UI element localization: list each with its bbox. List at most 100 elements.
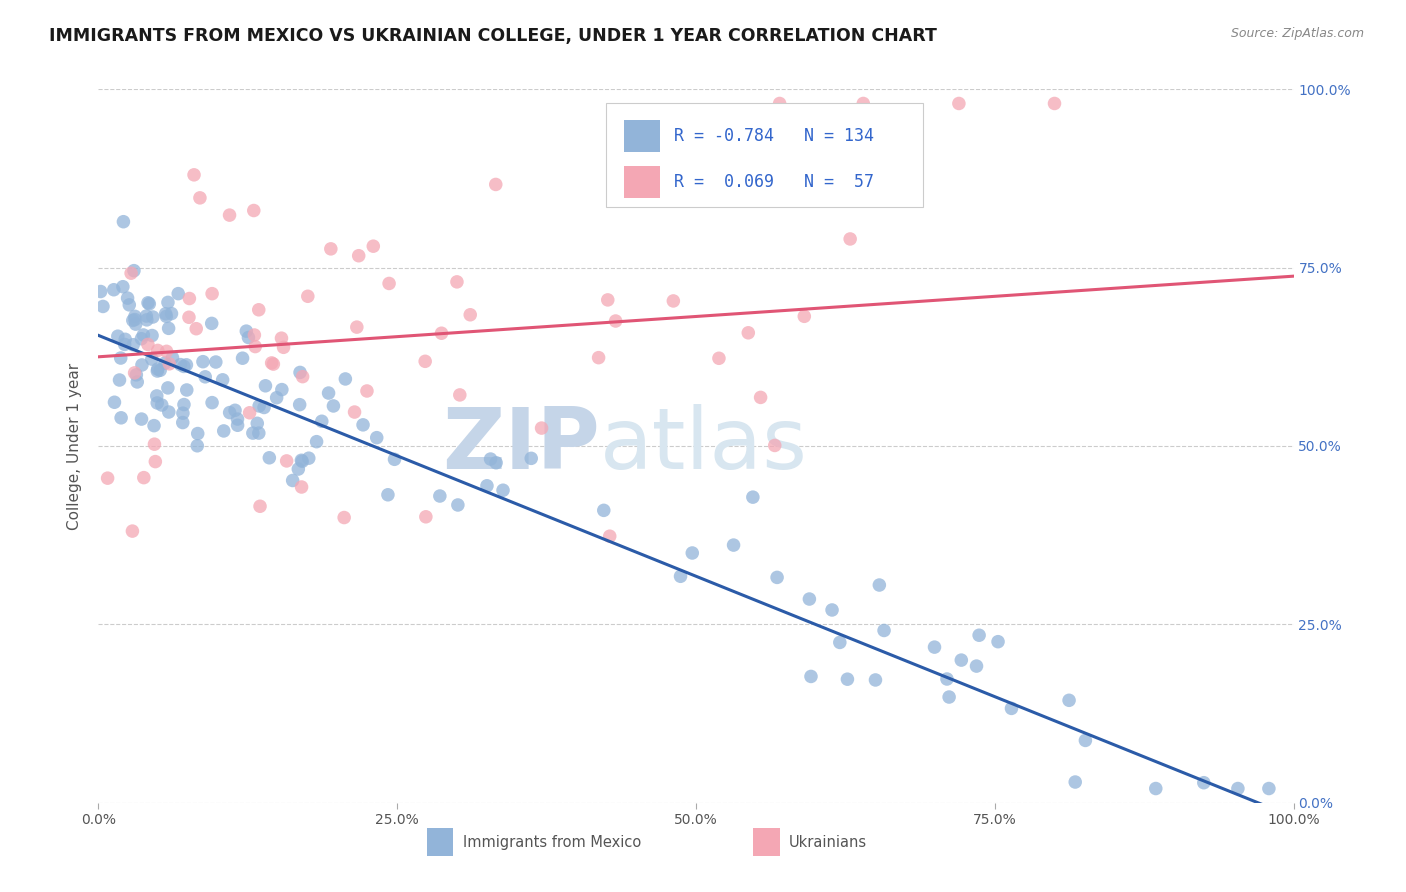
Point — [124, 310, 146, 324]
Point — [290, 453, 312, 467]
Point — [987, 634, 1010, 648]
FancyBboxPatch shape — [606, 103, 922, 207]
Point — [172, 416, 194, 430]
Point — [967, 628, 990, 642]
Point — [319, 242, 342, 256]
Point — [749, 391, 772, 405]
Point — [127, 375, 149, 389]
Point — [157, 405, 180, 419]
Point — [246, 417, 269, 431]
Point — [253, 401, 276, 415]
Point — [259, 450, 281, 465]
Point — [273, 340, 295, 354]
Point — [683, 191, 706, 205]
Point — [377, 488, 399, 502]
Point — [162, 351, 184, 365]
Text: R =  0.069   N =  57: R = 0.069 N = 57 — [675, 173, 875, 191]
Point — [276, 454, 298, 468]
Point — [378, 277, 401, 291]
Point — [146, 364, 169, 378]
Point — [1064, 775, 1087, 789]
Point — [686, 131, 709, 145]
Point — [114, 337, 136, 351]
Point — [723, 538, 745, 552]
Point — [291, 369, 314, 384]
Point — [110, 410, 132, 425]
Point — [799, 592, 821, 607]
Point — [112, 215, 135, 229]
Point — [131, 332, 153, 346]
Text: R = -0.784   N = 134: R = -0.784 N = 134 — [675, 127, 875, 145]
Point — [384, 452, 406, 467]
Point — [226, 412, 249, 426]
Point — [131, 412, 153, 426]
Point — [153, 356, 176, 370]
Point — [347, 249, 370, 263]
FancyBboxPatch shape — [624, 120, 661, 152]
Point — [662, 293, 685, 308]
Point — [232, 351, 254, 366]
FancyBboxPatch shape — [624, 166, 661, 198]
Point — [245, 340, 267, 354]
FancyBboxPatch shape — [754, 828, 780, 856]
Point — [188, 191, 211, 205]
Point — [132, 470, 155, 484]
Point — [121, 313, 143, 327]
Point — [865, 673, 887, 687]
Point — [235, 324, 257, 338]
Point — [599, 529, 621, 543]
Point — [108, 373, 131, 387]
Point — [136, 337, 159, 351]
Point — [146, 389, 169, 403]
Point — [766, 570, 789, 584]
Point — [155, 307, 177, 321]
Point — [1000, 701, 1022, 715]
Point — [243, 203, 266, 218]
Point — [160, 307, 183, 321]
Point — [111, 279, 134, 293]
Point — [247, 399, 270, 413]
Point — [458, 308, 481, 322]
Point — [828, 635, 851, 649]
Text: Immigrants from Mexico: Immigrants from Mexico — [463, 835, 641, 849]
Point — [226, 418, 249, 433]
Point — [156, 295, 179, 310]
FancyBboxPatch shape — [427, 828, 453, 856]
Point — [288, 398, 311, 412]
Point — [318, 386, 340, 401]
Point — [429, 489, 451, 503]
Point — [520, 451, 543, 466]
Point — [868, 578, 890, 592]
Point — [247, 426, 270, 441]
Point — [110, 351, 132, 365]
Point — [707, 351, 730, 366]
Point — [449, 388, 471, 402]
Point — [1226, 781, 1249, 796]
Point — [135, 309, 157, 323]
Point — [737, 326, 759, 340]
Point — [186, 321, 208, 335]
Point — [681, 546, 703, 560]
Point — [136, 295, 159, 310]
Point — [270, 331, 292, 345]
Point — [97, 471, 120, 485]
Point — [201, 286, 224, 301]
Point — [821, 603, 844, 617]
Point — [447, 498, 470, 512]
Point — [141, 352, 163, 367]
Point — [924, 640, 946, 654]
Point — [605, 314, 627, 328]
Point — [242, 426, 264, 441]
Point — [873, 624, 896, 638]
Point — [169, 358, 191, 372]
Point — [352, 417, 374, 432]
Point — [125, 317, 148, 331]
Point — [238, 330, 260, 344]
Point — [346, 320, 368, 334]
Point — [356, 384, 378, 398]
Point — [122, 263, 145, 277]
Point — [741, 490, 763, 504]
Point — [138, 297, 160, 311]
Point — [270, 383, 292, 397]
Point — [135, 313, 157, 327]
